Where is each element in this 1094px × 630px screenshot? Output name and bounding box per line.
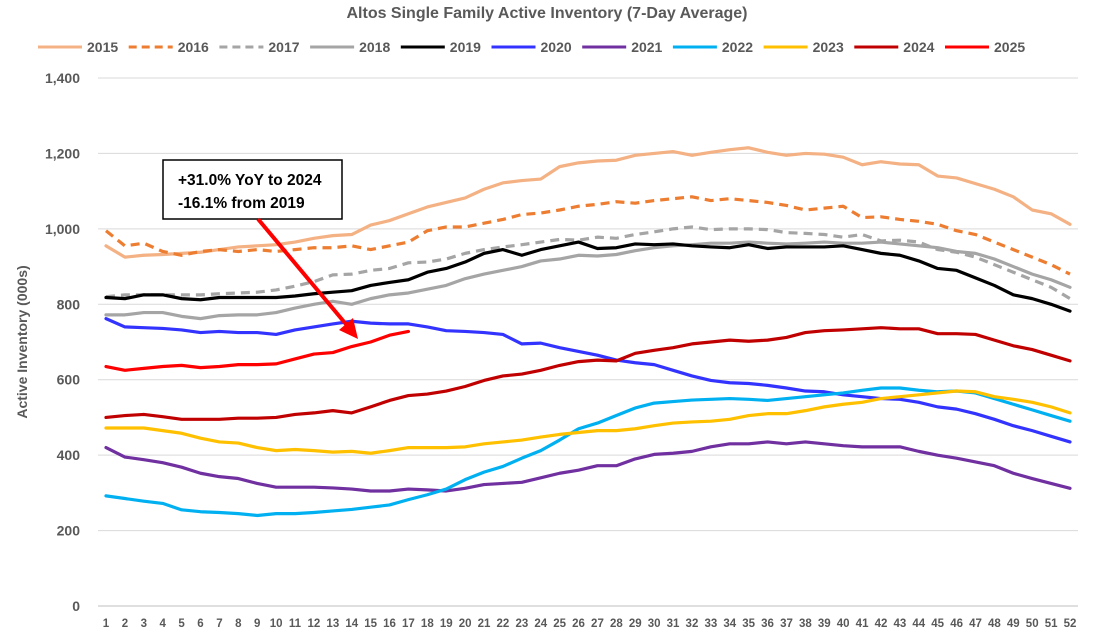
annotation-line-2: -16.1% from 2019 xyxy=(178,195,305,212)
legend-label-2018: 2018 xyxy=(359,39,390,55)
x-tick-label: 52 xyxy=(1064,618,1077,630)
legend-label-2020: 2020 xyxy=(541,39,572,55)
x-tick-label: 8 xyxy=(235,618,242,630)
series-line-2022 xyxy=(104,386,1072,518)
x-tick-label: 32 xyxy=(686,618,699,630)
x-tick-label: 5 xyxy=(178,618,185,630)
series-lines xyxy=(104,146,1072,518)
x-axis-ticks: 1 2 3 4 5 6 7 8 9 10 11 12 13 14 15 16 17 18 19 20 21 22 23 24 2… xyxy=(103,618,1077,630)
x-tick-label: 31 xyxy=(667,618,680,630)
x-tick-label: 27 xyxy=(591,618,604,630)
gridlines xyxy=(98,77,1078,607)
x-tick-label: 33 xyxy=(704,618,717,630)
x-tick-label: 35 xyxy=(742,618,755,630)
x-tick-label: 46 xyxy=(950,618,963,630)
x-tick-label: 10 xyxy=(270,618,283,630)
legend-label-2021: 2021 xyxy=(631,39,662,55)
series-line-2018 xyxy=(104,240,1072,321)
x-tick-label: 34 xyxy=(723,618,736,630)
series-line-2021 xyxy=(104,440,1072,493)
legend: 2015 2016 2017 2018 2019 2020 2021 2022 2023 2024… xyxy=(38,39,1025,55)
y-tick-label: 200 xyxy=(57,523,81,539)
x-tick-label: 51 xyxy=(1045,618,1058,630)
series-line-2017 xyxy=(105,225,1071,301)
y-tick-label: 1,200 xyxy=(45,145,80,161)
x-tick-label: 9 xyxy=(254,618,260,630)
x-tick-label: 24 xyxy=(534,618,547,630)
y-tick-label: 600 xyxy=(57,372,81,388)
series-line-2023 xyxy=(104,389,1072,455)
x-tick-label: 6 xyxy=(197,618,203,630)
x-tick-label: 25 xyxy=(553,618,566,630)
x-tick-label: 12 xyxy=(308,618,321,630)
legend-label-2024: 2024 xyxy=(903,39,934,55)
y-axis-label: Active Inventory (000s) xyxy=(14,265,30,418)
x-tick-label: 41 xyxy=(856,618,869,630)
chart-title: Altos Single Family Active Inventory (7-… xyxy=(346,5,747,22)
y-axis-ticks: 0 200 400 600 800 1,000 1,200 1,400 xyxy=(45,70,80,614)
legend-label-2019: 2019 xyxy=(450,39,481,55)
y-tick-label: 0 xyxy=(72,598,80,614)
y-tick-label: 1,400 xyxy=(45,70,80,86)
x-tick-label: 26 xyxy=(572,618,585,630)
series-line-2019 xyxy=(104,240,1072,313)
x-tick-label: 19 xyxy=(440,618,453,630)
x-tick-label: 42 xyxy=(875,618,888,630)
arrow-head-icon xyxy=(339,318,358,339)
legend-label-2015: 2015 xyxy=(87,39,118,55)
series-line-2025 xyxy=(104,329,411,372)
x-tick-label: 37 xyxy=(780,618,793,630)
series-line-2016 xyxy=(105,195,1071,276)
x-tick-label: 18 xyxy=(421,618,434,630)
x-tick-label: 4 xyxy=(160,618,167,630)
x-tick-label: 48 xyxy=(988,618,1001,630)
x-tick-label: 1 xyxy=(103,618,110,630)
annotation-arrow xyxy=(256,217,352,331)
x-tick-label: 15 xyxy=(364,618,377,630)
annotation-box xyxy=(162,159,343,220)
legend-label-2017: 2017 xyxy=(268,39,299,55)
x-tick-label: 39 xyxy=(818,618,831,630)
legend-label-2023: 2023 xyxy=(813,39,844,55)
x-tick-label: 49 xyxy=(1007,618,1020,630)
legend-label-2025: 2025 xyxy=(994,39,1025,55)
x-tick-label: 38 xyxy=(799,618,812,630)
x-tick-label: 30 xyxy=(648,618,661,630)
x-tick-label: 17 xyxy=(402,618,415,630)
legend-label-2016: 2016 xyxy=(178,39,209,55)
series-line-2024 xyxy=(104,326,1072,421)
x-tick-label: 11 xyxy=(289,618,302,630)
y-tick-label: 1,000 xyxy=(45,221,80,237)
x-tick-label: 22 xyxy=(497,618,510,630)
x-tick-label: 2 xyxy=(122,618,128,630)
x-tick-label: 44 xyxy=(912,618,925,630)
x-tick-label: 13 xyxy=(326,618,339,630)
x-tick-label: 28 xyxy=(610,618,623,630)
series-line-2020 xyxy=(104,317,1072,444)
x-tick-label: 45 xyxy=(931,618,944,630)
series-line-2015 xyxy=(104,146,1072,259)
annotation-line-1: +31.0% YoY to 2024 xyxy=(178,172,322,189)
x-tick-label: 23 xyxy=(515,618,528,630)
x-tick-label: 43 xyxy=(893,618,906,630)
x-tick-label: 3 xyxy=(141,618,147,630)
x-tick-label: 16 xyxy=(383,618,396,630)
x-tick-label: 21 xyxy=(478,618,491,630)
x-tick-label: 50 xyxy=(1026,618,1039,630)
x-tick-label: 47 xyxy=(969,618,982,630)
x-tick-label: 7 xyxy=(216,618,222,630)
x-tick-label: 40 xyxy=(837,618,850,630)
annotation: +31.0% YoY to 2024 -16.1% from 2019 xyxy=(162,159,358,339)
x-tick-label: 20 xyxy=(459,618,472,630)
x-tick-label: 29 xyxy=(629,618,642,630)
y-tick-label: 800 xyxy=(57,296,81,312)
y-tick-label: 400 xyxy=(57,447,81,463)
x-tick-label: 14 xyxy=(345,618,358,630)
x-tick-label: 36 xyxy=(761,618,774,630)
legend-label-2022: 2022 xyxy=(722,39,753,55)
